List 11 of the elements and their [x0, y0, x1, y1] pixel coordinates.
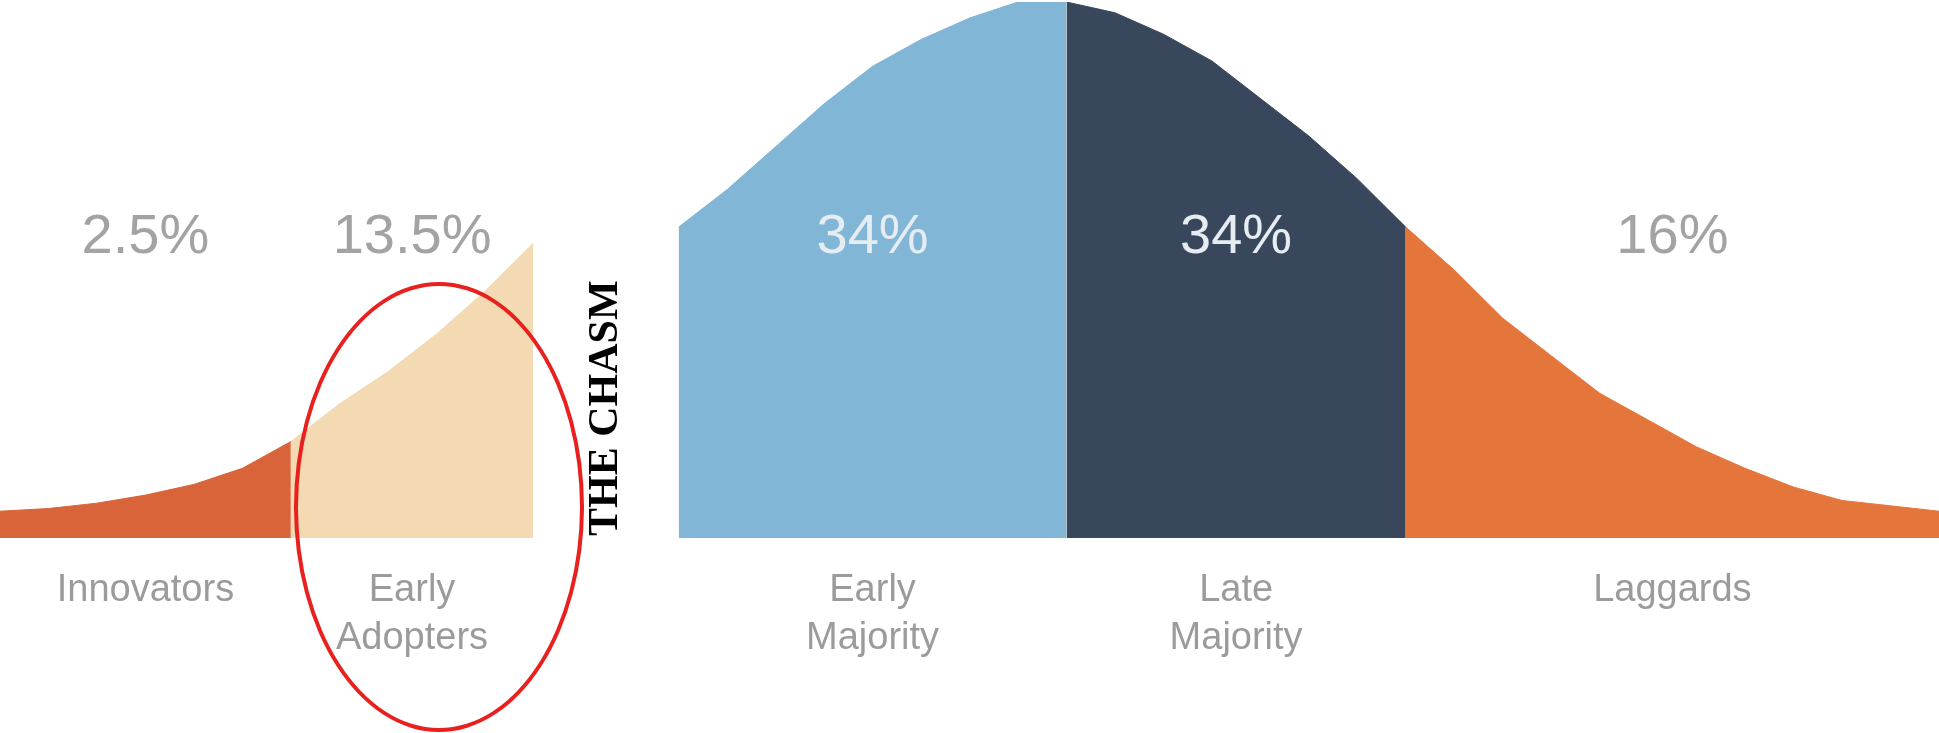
annotation: THE CHASM	[579, 280, 626, 536]
annotation: 16%	[1616, 202, 1729, 266]
annotation: 13.5%	[332, 202, 492, 266]
annotation: 2.5%	[81, 202, 210, 266]
series-label: Late Majority	[1169, 567, 1303, 658]
annotation: 34%	[816, 202, 929, 266]
series-label: Early Adopters	[335, 567, 489, 658]
series-label: Early Majority	[806, 567, 940, 658]
series-label: Laggards	[1593, 567, 1752, 610]
annotation: 34%	[1180, 202, 1293, 266]
series-label: Innovators	[56, 567, 235, 610]
